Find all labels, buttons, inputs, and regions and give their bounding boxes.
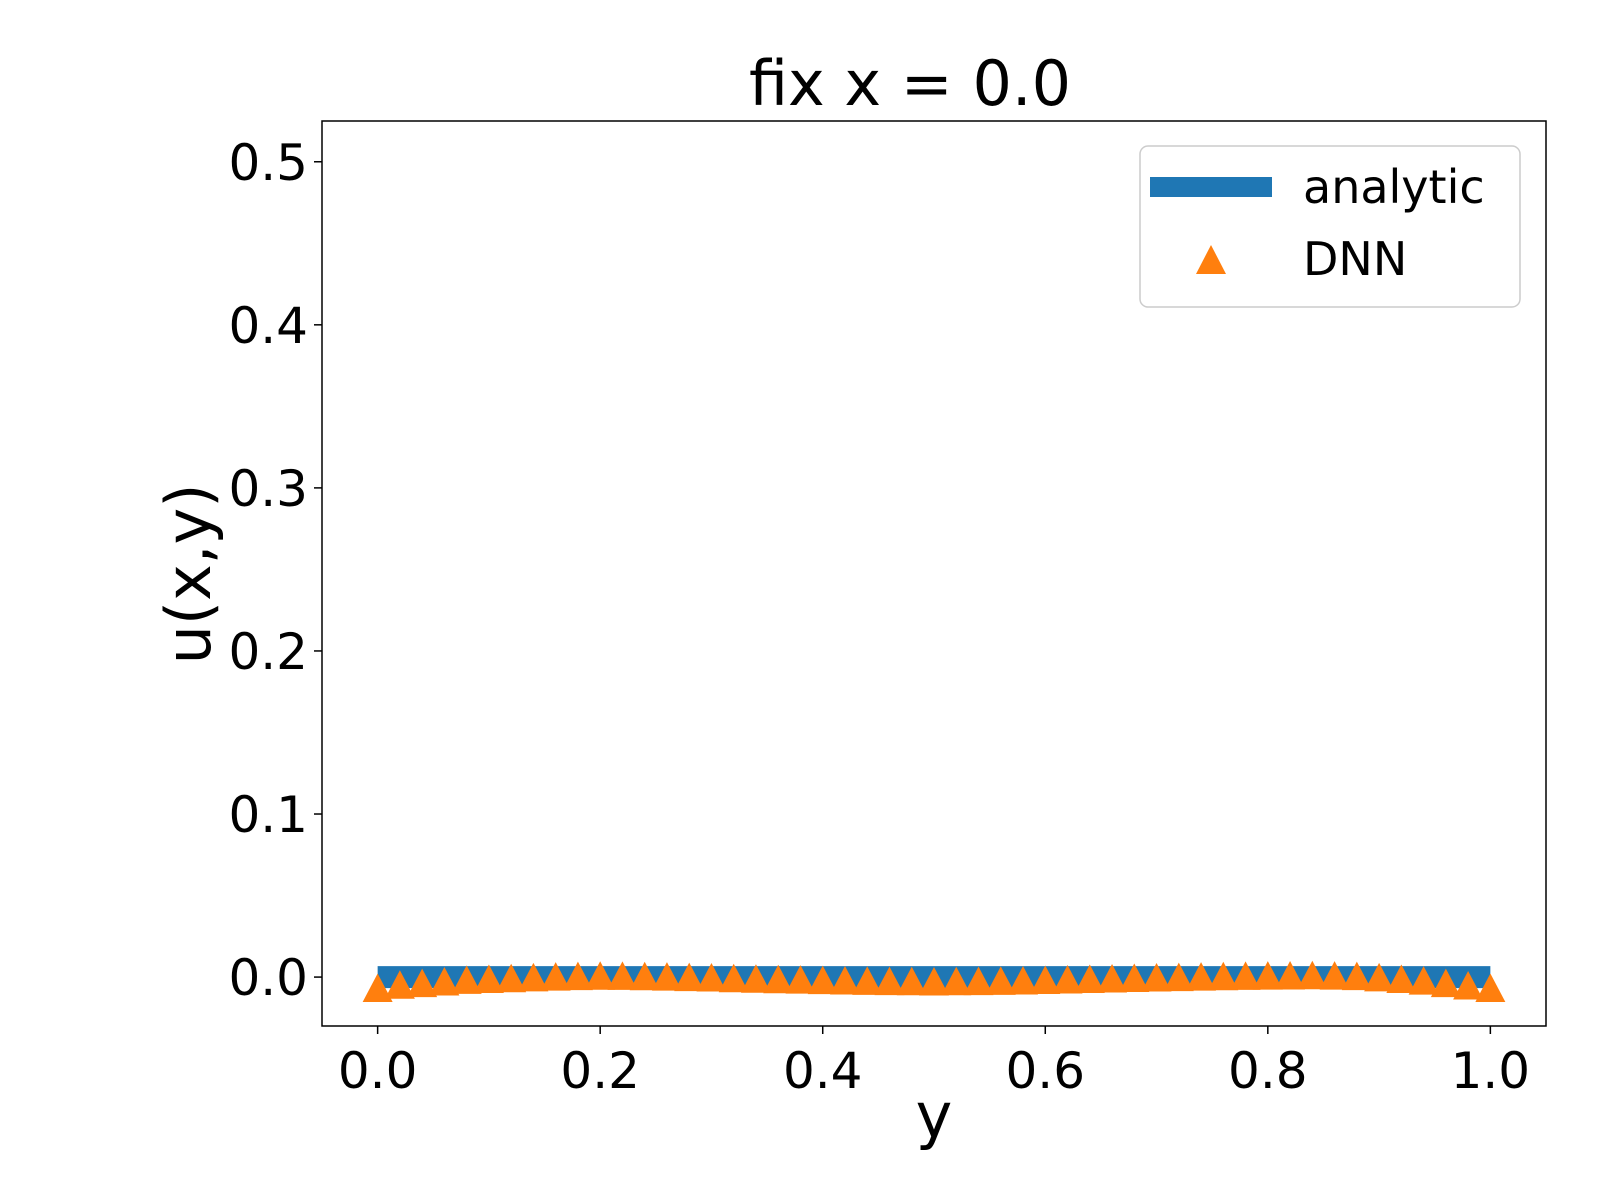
dnn-point: [1386, 964, 1417, 994]
dnn-point: [1230, 961, 1261, 990]
y-tick-label: 0.5: [228, 134, 308, 192]
dnn-point: [1319, 961, 1350, 990]
dnn-point: [807, 965, 838, 995]
legend: analytic DNN: [1139, 145, 1521, 308]
dnn-point: [562, 961, 593, 991]
x-tick-label: 0.0: [338, 1042, 418, 1100]
legend-label-dnn: DNN: [1303, 232, 1407, 286]
dnn-point: [1074, 964, 1105, 994]
x-tick-label: 0.6: [1006, 1042, 1086, 1100]
dnn-point: [1030, 965, 1061, 995]
dnn-point: [1275, 960, 1306, 990]
chart-title: fix x = 0.0: [749, 47, 1071, 120]
y-axis-label: u(x,y): [152, 484, 225, 665]
y-tick-label: 0.1: [228, 786, 308, 844]
dnn-point: [874, 966, 905, 996]
y-tick-label: 0.3: [228, 460, 308, 518]
y-tick-label: 0.0: [228, 949, 308, 1007]
dnn-point: [473, 964, 504, 994]
dnn-point: [1163, 962, 1194, 992]
dnn-point: [496, 963, 527, 993]
dnn-point: [1364, 962, 1395, 992]
dnn-point: [1208, 961, 1239, 991]
dnn-point: [1252, 961, 1283, 990]
plot-area: [362, 960, 1506, 1002]
dnn-point: [1408, 966, 1439, 995]
dnn-point: [963, 966, 994, 996]
x-tick-label: 1.0: [1451, 1042, 1531, 1100]
x-axis-label: y: [916, 1079, 953, 1152]
dnn-point: [674, 962, 705, 992]
dnn-point: [896, 966, 927, 996]
dnn-point: [651, 962, 682, 991]
legend-swatch-dnn: [1196, 245, 1226, 274]
dnn-point: [1141, 963, 1172, 992]
dnn-point: [852, 966, 883, 995]
dnn-point: [696, 963, 727, 992]
x-axis: 0.0 0.2 0.4 0.6 0.8 1.0: [338, 1026, 1530, 1100]
dnn-point: [1119, 963, 1150, 993]
dnn-point: [1430, 968, 1461, 998]
dnn-point: [919, 966, 949, 996]
x-tick-label: 0.4: [783, 1042, 863, 1100]
dnn-point: [785, 965, 816, 994]
dnn-point: [718, 963, 749, 993]
y-tick-label: 0.4: [228, 297, 308, 355]
dnn-point: [985, 966, 1016, 995]
dnn-point: [829, 965, 860, 995]
dnn-point: [1453, 971, 1484, 1000]
dnn-point: [629, 961, 660, 991]
dnn-point: [585, 961, 616, 990]
dnn-point: [941, 966, 972, 996]
dnn-point: [1097, 964, 1128, 993]
y-axis: 0.0 0.1 0.2 0.3 0.4 0.5: [228, 134, 322, 1007]
dnn-point: [740, 964, 771, 993]
dnn-point: [362, 973, 393, 1002]
dnn-point: [1341, 961, 1372, 991]
dnn-point: [1008, 965, 1039, 995]
dnn-point: [384, 970, 415, 999]
legend-label-analytic: analytic: [1303, 160, 1485, 214]
dnn-point: [1186, 962, 1217, 991]
dnn-point: [1052, 965, 1083, 994]
dnn-point: [1297, 960, 1328, 990]
axes-frame: [321, 120, 1547, 1027]
dnn-point: [540, 962, 571, 991]
x-tick-label: 0.8: [1228, 1042, 1308, 1100]
y-tick-label: 0.2: [228, 623, 308, 681]
dnn-point: [607, 961, 638, 990]
dnn-point: [407, 968, 438, 998]
dnn-point: [518, 962, 549, 992]
x-tick-label: 0.2: [560, 1042, 640, 1100]
dnn-point: [429, 966, 460, 996]
dnn-point: [451, 965, 482, 994]
dnn-point: [1475, 973, 1506, 1002]
dnn-point: [763, 964, 794, 994]
